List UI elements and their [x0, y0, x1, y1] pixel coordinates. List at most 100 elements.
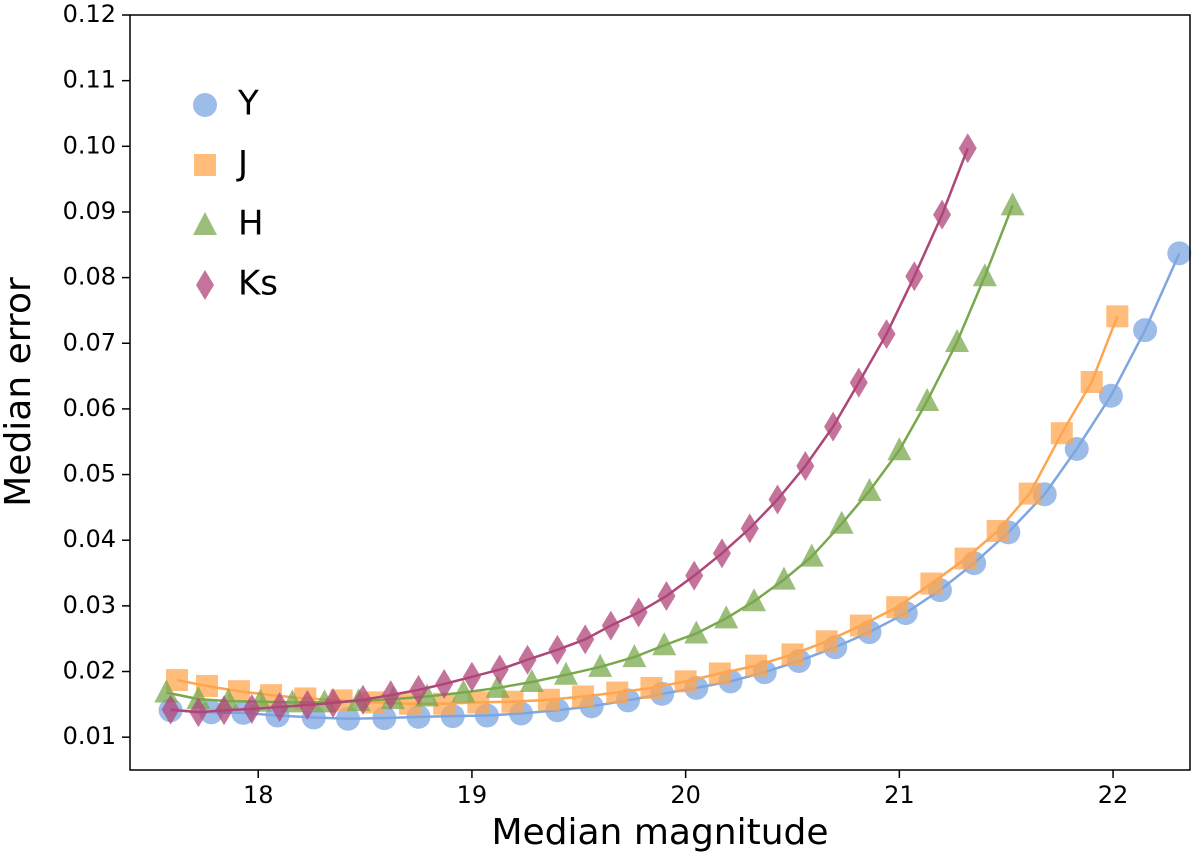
- marker: [887, 437, 912, 461]
- marker: [652, 632, 677, 656]
- marker: [606, 681, 629, 704]
- marker: [381, 680, 400, 711]
- fit-line: [166, 204, 1014, 704]
- fit-line: [176, 315, 1119, 705]
- marker: [629, 597, 648, 628]
- marker: [972, 263, 997, 287]
- marker: [196, 270, 214, 300]
- marker: [708, 662, 731, 685]
- marker: [324, 688, 343, 719]
- marker: [622, 644, 647, 668]
- marker: [519, 669, 544, 693]
- marker: [1133, 318, 1158, 343]
- y-tick-label: 0.06: [63, 394, 116, 422]
- marker: [799, 543, 824, 567]
- x-tick-label: 18: [243, 781, 274, 809]
- marker: [640, 676, 663, 699]
- marker: [857, 477, 882, 501]
- marker: [685, 560, 704, 591]
- y-tick-label: 0.02: [63, 657, 116, 685]
- x-tick-label: 19: [457, 781, 488, 809]
- marker: [576, 624, 595, 655]
- marker: [298, 690, 317, 721]
- marker: [829, 510, 854, 534]
- marker: [353, 684, 372, 715]
- marker: [1050, 422, 1073, 445]
- x-axis-title: Median magnitude: [491, 812, 828, 853]
- legend-label: Ks: [238, 264, 278, 304]
- marker: [490, 654, 509, 685]
- marker: [712, 538, 731, 569]
- marker: [849, 614, 872, 637]
- fit-line: [170, 147, 969, 714]
- marker: [242, 693, 261, 724]
- marker: [409, 674, 428, 705]
- marker: [518, 644, 537, 675]
- marker: [1106, 305, 1129, 328]
- x-tick-label: 21: [884, 781, 915, 809]
- y-tick-label: 0.11: [63, 66, 116, 94]
- marker: [657, 581, 676, 612]
- marker: [537, 688, 560, 711]
- marker: [684, 620, 709, 644]
- marker: [451, 679, 476, 703]
- marker: [915, 388, 940, 412]
- marker: [1098, 383, 1123, 408]
- marker: [674, 670, 697, 693]
- marker: [768, 484, 787, 515]
- marker: [958, 133, 977, 164]
- x-tick-label: 20: [670, 781, 701, 809]
- marker: [462, 661, 481, 692]
- marker: [877, 319, 896, 350]
- marker: [215, 695, 234, 726]
- plot-frame: [129, 14, 1191, 771]
- y-tick-label: 0.03: [63, 591, 116, 619]
- marker: [588, 653, 613, 677]
- marker: [742, 588, 767, 612]
- marker: [193, 93, 217, 117]
- marker: [905, 261, 924, 292]
- marker: [553, 661, 578, 685]
- x-tick-label: 22: [1098, 781, 1129, 809]
- marker: [945, 328, 970, 352]
- marker: [415, 683, 440, 707]
- marker: [886, 596, 909, 619]
- marker: [467, 691, 490, 714]
- marker: [824, 411, 843, 442]
- marker: [781, 643, 804, 666]
- y-tick-label: 0.10: [63, 131, 116, 159]
- marker: [815, 630, 838, 653]
- marker: [572, 685, 595, 708]
- marker: [485, 674, 510, 698]
- marker: [154, 679, 179, 703]
- marker: [920, 572, 943, 595]
- marker: [1000, 192, 1025, 216]
- marker: [1167, 241, 1192, 266]
- legend-label: H: [238, 204, 264, 244]
- marker: [435, 668, 454, 699]
- marker: [433, 692, 456, 715]
- marker: [195, 674, 218, 697]
- y-tick-label: 0.05: [63, 460, 116, 488]
- marker: [771, 566, 796, 590]
- y-tick-label: 0.12: [63, 0, 116, 28]
- legend-label: Y: [237, 84, 259, 124]
- y-tick-label: 0.04: [63, 525, 116, 553]
- y-tick-label: 0.01: [63, 722, 116, 750]
- marker: [194, 154, 216, 176]
- marker: [745, 654, 768, 677]
- marker: [166, 669, 189, 692]
- marker: [227, 680, 250, 703]
- marker: [161, 694, 180, 725]
- marker: [1080, 370, 1103, 393]
- y-tick-label: 0.07: [63, 328, 116, 356]
- marker: [548, 634, 567, 665]
- marker: [740, 513, 759, 544]
- marker: [933, 199, 952, 230]
- y-axis-title: Median error: [0, 277, 39, 507]
- y-tick-label: 0.08: [63, 263, 116, 291]
- marker: [189, 697, 208, 728]
- marker: [796, 451, 815, 482]
- marker: [954, 547, 977, 570]
